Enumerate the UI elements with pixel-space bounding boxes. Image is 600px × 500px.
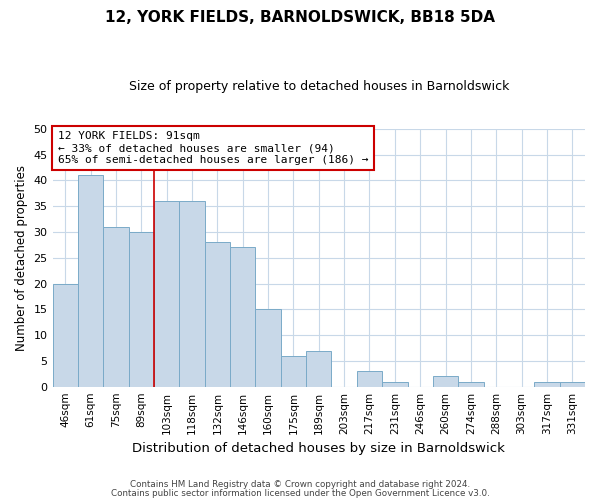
Bar — [281, 356, 306, 386]
Y-axis label: Number of detached properties: Number of detached properties — [15, 165, 28, 351]
Text: Contains HM Land Registry data © Crown copyright and database right 2024.: Contains HM Land Registry data © Crown c… — [130, 480, 470, 489]
Bar — [357, 371, 382, 386]
Text: Contains public sector information licensed under the Open Government Licence v3: Contains public sector information licen… — [110, 490, 490, 498]
Bar — [103, 227, 128, 386]
Bar — [560, 382, 585, 386]
Bar — [458, 382, 484, 386]
Text: 12, YORK FIELDS, BARNOLDSWICK, BB18 5DA: 12, YORK FIELDS, BARNOLDSWICK, BB18 5DA — [105, 10, 495, 25]
Bar — [78, 176, 103, 386]
Bar — [382, 382, 407, 386]
Bar — [128, 232, 154, 386]
Bar — [256, 310, 281, 386]
Text: 12 YORK FIELDS: 91sqm
← 33% of detached houses are smaller (94)
65% of semi-deta: 12 YORK FIELDS: 91sqm ← 33% of detached … — [58, 132, 368, 164]
Bar — [534, 382, 560, 386]
Bar — [53, 284, 78, 387]
Bar — [179, 201, 205, 386]
Title: Size of property relative to detached houses in Barnoldswick: Size of property relative to detached ho… — [128, 80, 509, 93]
X-axis label: Distribution of detached houses by size in Barnoldswick: Distribution of detached houses by size … — [133, 442, 505, 455]
Bar — [306, 350, 331, 386]
Bar — [154, 201, 179, 386]
Bar — [230, 248, 256, 386]
Bar — [205, 242, 230, 386]
Bar — [433, 376, 458, 386]
